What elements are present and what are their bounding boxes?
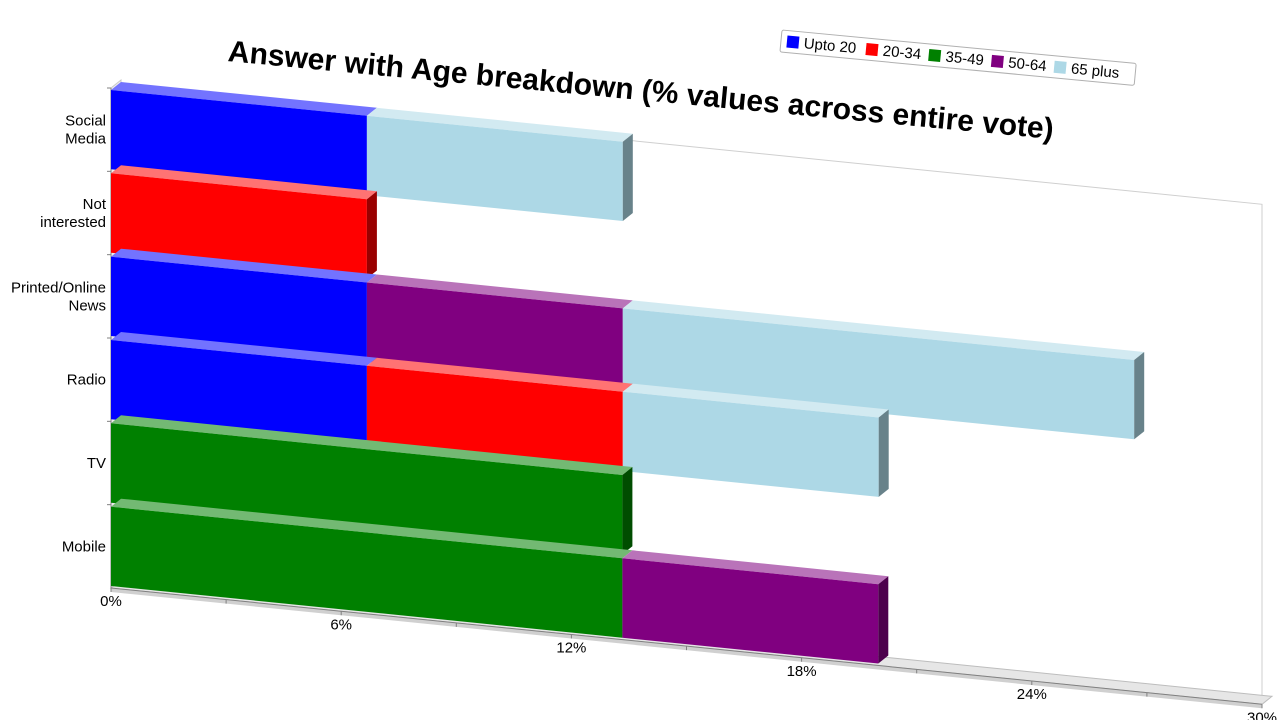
- bar-top-face: [622, 383, 889, 418]
- x-tick-label: 0%: [100, 593, 122, 610]
- bar-top-face: [366, 357, 633, 392]
- bar-segment-35-49[interactable]: [111, 423, 623, 555]
- bar-segment-65-plus[interactable]: [366, 115, 623, 221]
- bar-top-face: [111, 248, 377, 283]
- legend-swatch: [786, 35, 800, 49]
- bar-top-face: [366, 274, 633, 309]
- bar-end-face: [1134, 352, 1145, 440]
- bar-end-face: [622, 467, 633, 555]
- legend[interactable]: Upto 20 20-34 35-49 50-64 65 plus: [779, 29, 1137, 86]
- category-label: Radio: [67, 372, 106, 389]
- bar-end-face: [878, 409, 889, 497]
- legend-item-label[interactable]: 65 plus: [1070, 60, 1120, 81]
- x-tick-label: 24%: [1017, 686, 1047, 703]
- bar-segment-50-64[interactable]: [622, 558, 879, 664]
- bar-segment-50-64[interactable]: [366, 282, 623, 388]
- bar-top-face: [366, 107, 633, 142]
- category-label: Printed/Online: [11, 279, 106, 296]
- bar-segment-upto-20[interactable]: [111, 256, 367, 362]
- legend-swatch: [990, 54, 1004, 68]
- x-tick-label: 6%: [330, 616, 352, 633]
- bar-top-face: [111, 332, 377, 366]
- category-label: Mobile: [62, 538, 106, 555]
- x-tick-label: 12%: [556, 640, 586, 657]
- legend-item-label[interactable]: Upto 20: [803, 35, 857, 57]
- bar-top-face: [622, 550, 889, 585]
- legend-swatch: [865, 43, 879, 57]
- legend-item-label[interactable]: 35-49: [945, 49, 985, 70]
- bar-top-face: [111, 165, 377, 200]
- category-label: Not: [83, 196, 107, 213]
- bar-segment-20-34[interactable]: [366, 365, 623, 471]
- bar-segment-20-34[interactable]: [111, 173, 367, 279]
- bar-end-face: [622, 133, 633, 221]
- bar-top-face: [111, 498, 633, 559]
- category-label: interested: [40, 214, 106, 231]
- bar-top-face: [111, 415, 633, 475]
- category-label: Media: [65, 131, 107, 148]
- bar-top-face: [622, 300, 1145, 360]
- bar-segment-35-49[interactable]: [111, 506, 623, 638]
- bar-segment-upto-20[interactable]: [111, 90, 367, 196]
- category-label: News: [68, 297, 106, 314]
- x-tick-label: 18%: [787, 663, 817, 680]
- bar-top-face: [111, 82, 377, 116]
- bar-end-face: [366, 191, 377, 279]
- x-tick-label: 30%: [1247, 709, 1277, 720]
- legend-swatch: [1053, 60, 1067, 74]
- legend-item-label[interactable]: 50-64: [1008, 54, 1048, 75]
- category-label: TV: [87, 455, 106, 472]
- bar-end-face: [878, 576, 889, 664]
- category-label: Social: [65, 113, 106, 130]
- legend-item-label[interactable]: 20-34: [882, 43, 922, 64]
- bar-segment-65-plus[interactable]: [622, 308, 1135, 440]
- legend-swatch: [928, 48, 942, 63]
- bar-segment-65-plus[interactable]: [622, 391, 879, 497]
- bar-segment-upto-20[interactable]: [111, 340, 367, 446]
